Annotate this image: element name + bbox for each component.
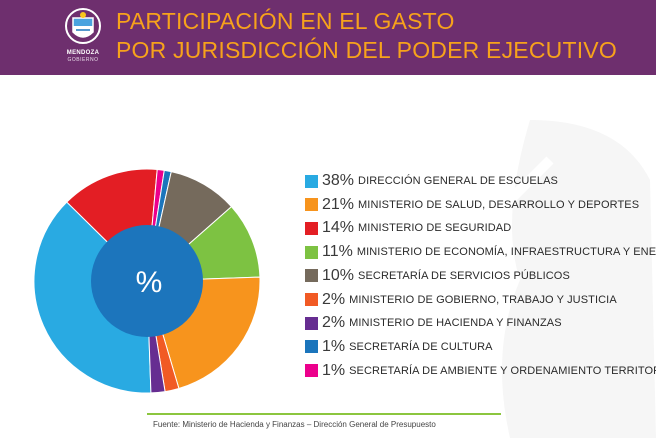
- legend-swatch: [305, 340, 318, 354]
- mendoza-logo: [65, 8, 101, 44]
- legend-swatch: [305, 174, 318, 188]
- legend-item: 11% MINISTERIO DE ECONOMÍA, INFRAESTRUCTU…: [305, 243, 656, 261]
- legend-swatch: [305, 245, 318, 259]
- legend-swatch: [305, 293, 318, 306]
- legend-item: 2% MINISTERIO DE HACIENDA Y FINANZAS: [305, 314, 562, 332]
- title-line-2: POR JURISDICCIÓN DEL PODER EJECUTIVO: [116, 37, 617, 63]
- center-label: %: [136, 266, 163, 299]
- pie-slice-1: [33, 201, 152, 394]
- legend-label: SECRETARÍA DE AMBIENTE Y ORDENAMIENTO TE…: [349, 364, 656, 377]
- legend-percent: 2%: [322, 290, 346, 308]
- legend-swatch: [305, 316, 318, 330]
- legend-swatch: [305, 198, 318, 212]
- legend-label: SECRETARÍA DE SERVICIOS PÚBLICOS: [358, 269, 570, 282]
- legend-item: 10% SECRETARÍA DE SERVICIOS PÚBLICOS: [305, 267, 570, 285]
- page-title: PARTICIPACIÓN EN EL GASTO POR JURISDICCI…: [116, 7, 617, 65]
- legend-item: 14% MINISTERIO DE SEGURIDAD: [305, 219, 511, 237]
- header-banner: MENDOZA GOBIERNO PARTICIPACIÓN EN EL GAS…: [0, 0, 656, 75]
- legend-label: MINISTERIO DE ECONOMÍA, INFRAESTRUCTURA …: [356, 246, 656, 259]
- source-divider: [147, 413, 501, 415]
- legend-label: DIRECCIÓN GENERAL DE ESCUELAS: [358, 175, 558, 187]
- watermark-graphic: [486, 120, 656, 438]
- title-line-1: PARTICIPACIÓN EN EL GASTO: [116, 8, 455, 34]
- donut-hole: [91, 225, 203, 337]
- legend-item: 2% MINISTERIO DE GOBIERNO, TRABAJO Y JUST…: [305, 291, 617, 309]
- legend-label: MINISTERIO DE GOBIERNO, TRABAJO Y JUSTIC…: [349, 293, 617, 306]
- legend-percent: 2%: [322, 314, 346, 332]
- legend-percent: 10%: [322, 266, 355, 284]
- logo-text-gobierno: GOBIERNO: [67, 57, 99, 63]
- legend-item: 21% MINISTERIO DE SALUD, DESARROLLO Y DEP…: [305, 196, 639, 214]
- source-note: Fuente: Ministerio de Hacienda y Finanza…: [153, 420, 436, 429]
- legend-label: SECRETARÍA DE CULTURA: [349, 340, 493, 353]
- legend-percent: 1%: [322, 361, 346, 379]
- legend-item: 38% DIRECCIÓN GENERAL DE ESCUELAS: [305, 172, 558, 190]
- legend-swatch: [305, 364, 318, 378]
- legend-label: MINISTERIO DE SALUD, DESARROLLO Y DEPORT…: [358, 198, 640, 211]
- legend-item: 1% SECRETARÍA DE AMBIENTE Y ORDENAMIENTO …: [305, 362, 656, 380]
- legend-item: 1% SECRETARÍA DE CULTURA: [305, 338, 493, 356]
- legend-percent: 14%: [322, 219, 355, 237]
- legend-percent: 11%: [322, 243, 353, 261]
- legend-swatch: [305, 269, 318, 283]
- legend-label: MINISTERIO DE SEGURIDAD: [358, 222, 512, 235]
- legend-swatch: [305, 221, 318, 235]
- logo-text-mendoza: MENDOZA: [66, 50, 100, 56]
- legend-percent: 1%: [322, 337, 346, 355]
- legend-percent: 21%: [322, 195, 355, 213]
- legend-percent: 38%: [322, 172, 355, 189]
- legend-label: MINISTERIO DE HACIENDA Y FINANZAS: [349, 317, 562, 330]
